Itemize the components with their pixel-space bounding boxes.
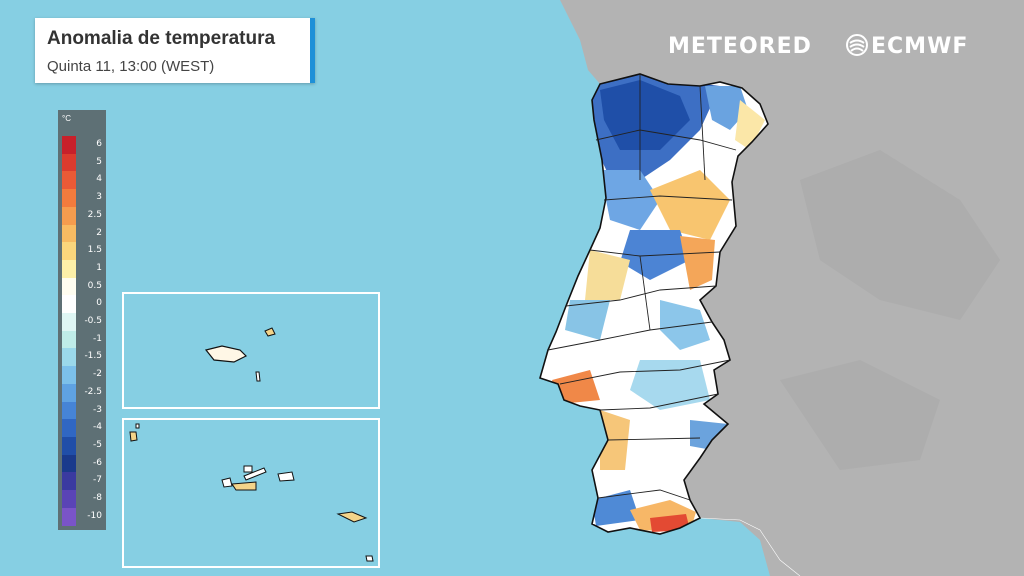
anomaly-south-west-blue xyxy=(592,490,640,526)
legend-label: -7 xyxy=(93,475,102,486)
porto-santo-island xyxy=(264,327,276,337)
legend-swatch xyxy=(62,136,76,155)
legend-label: 1.5 xyxy=(87,245,102,256)
legend-label: 0 xyxy=(96,298,102,309)
legend-swatch xyxy=(62,277,76,296)
legend-label: -2.5 xyxy=(84,386,102,397)
legend-label: -1.5 xyxy=(84,351,102,362)
legend-label: -6 xyxy=(93,457,102,468)
madeira-inset-frame xyxy=(122,292,380,409)
legend-swatch xyxy=(62,242,76,261)
legend-label: 2 xyxy=(96,227,102,238)
anomaly-south-east-blue xyxy=(690,420,728,450)
legend-label: -1 xyxy=(93,333,102,344)
legend-label: 5 xyxy=(96,156,102,167)
legend-label: -2 xyxy=(93,369,102,380)
legend-label: 3 xyxy=(96,192,102,203)
madeira-island xyxy=(204,345,248,363)
spain-coast-south xyxy=(699,517,801,576)
anomaly-north-east-blue xyxy=(705,86,748,130)
legend-swatch xyxy=(62,383,76,402)
legend-swatch xyxy=(62,472,76,491)
legend-swatch xyxy=(62,330,76,349)
anomaly-central-warm xyxy=(650,170,730,240)
ecmwf-swirl-icon xyxy=(846,34,868,56)
anomaly-alentejo-blue xyxy=(630,360,710,410)
legend-label: 0.5 xyxy=(87,280,102,291)
anomaly-central-north-blue xyxy=(600,170,660,230)
legend-label: -3 xyxy=(93,404,102,415)
map-title: Anomalia de temperatura xyxy=(47,28,276,49)
anomaly-north-east-warm xyxy=(735,100,765,150)
ecmwf-logo: ECMWF xyxy=(846,34,968,59)
pico-island xyxy=(231,481,257,491)
legend-label: -5 xyxy=(93,439,102,450)
legend-label: 4 xyxy=(96,174,102,185)
legend-swatch xyxy=(62,419,76,438)
legend-swatch xyxy=(62,313,76,332)
legend-label: -8 xyxy=(93,493,102,503)
temperature-legend: °C 6 5 4 3 2.5 2 1.5 1 0.5 0 -0.5 -1 -1.5 -2 -2.5 -3 -4 -… xyxy=(58,110,106,530)
anomaly-mid-east-blue xyxy=(660,300,710,350)
meteored-logo: METEORED xyxy=(668,34,812,59)
legend-swatch xyxy=(62,206,76,225)
anomaly-north-darker xyxy=(600,80,690,150)
district-borders xyxy=(547,74,737,501)
legend-swatch xyxy=(62,295,76,314)
legend-label: 2.5 xyxy=(87,209,102,220)
legend-swatch xyxy=(62,348,76,367)
legend-swatch xyxy=(62,507,76,526)
title-panel: Anomalia de temperatura Quinta 11, 13:00… xyxy=(35,18,315,83)
legend-label: -10 xyxy=(87,510,102,521)
legend-swatch xyxy=(62,189,76,208)
faial-island xyxy=(221,477,233,488)
legend-label: -0.5 xyxy=(84,316,102,326)
sao-jorge-island xyxy=(243,467,267,481)
azores-inset-frame xyxy=(122,418,380,568)
ecmwf-logo-text: ECMWF xyxy=(871,34,969,59)
legend-label: 6 xyxy=(96,139,102,149)
anomaly-mid-blue xyxy=(565,300,610,340)
legend-swatch xyxy=(62,366,76,385)
legend-unit: °C xyxy=(62,114,71,123)
legend-swatch xyxy=(62,259,76,279)
map-subtitle: Quinta 11, 13:00 (WEST) xyxy=(47,58,215,75)
legend-swatch xyxy=(62,153,76,172)
desertas-islands xyxy=(255,371,261,382)
legend-swatch xyxy=(62,171,76,190)
corvo-island xyxy=(135,423,140,429)
anomaly-west-light xyxy=(585,250,630,300)
terrain-shading xyxy=(780,150,1000,470)
legend-swatch xyxy=(62,224,76,243)
legend-swatch xyxy=(62,401,76,420)
legend-swatch xyxy=(62,454,76,473)
graciosa-island xyxy=(243,465,253,473)
legend-swatch xyxy=(62,490,76,509)
terceira-island xyxy=(277,471,295,482)
anomaly-east-warm xyxy=(680,236,715,290)
santa-maria-island xyxy=(365,555,374,562)
legend-label: 1 xyxy=(96,262,102,273)
flores-island xyxy=(129,431,138,442)
legend-swatch xyxy=(62,436,76,456)
sao-miguel-island xyxy=(336,511,368,523)
accent-bar xyxy=(310,18,315,83)
legend-label: -4 xyxy=(93,422,102,433)
